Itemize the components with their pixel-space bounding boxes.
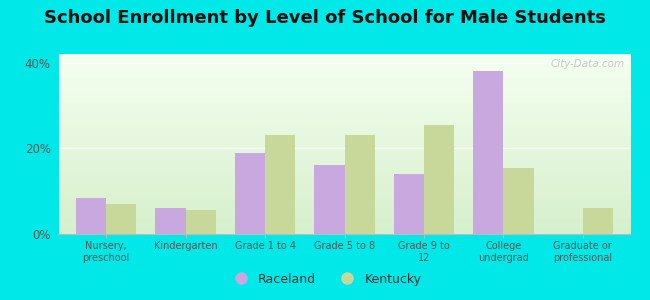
Bar <box>473 71 503 234</box>
Bar <box>265 135 295 234</box>
Bar <box>344 135 374 234</box>
Bar <box>315 165 344 234</box>
Bar <box>424 125 454 234</box>
Legend: Raceland, Kentucky: Raceland, Kentucky <box>223 268 427 291</box>
Text: City-Data.com: City-Data.com <box>551 59 625 69</box>
Bar <box>155 208 186 234</box>
Text: School Enrollment by Level of School for Male Students: School Enrollment by Level of School for… <box>44 9 606 27</box>
Bar <box>235 153 265 234</box>
Bar <box>583 208 613 234</box>
Bar <box>394 174 424 234</box>
Bar <box>106 204 136 234</box>
Bar <box>503 168 534 234</box>
Bar <box>76 198 106 234</box>
Bar <box>186 210 216 234</box>
